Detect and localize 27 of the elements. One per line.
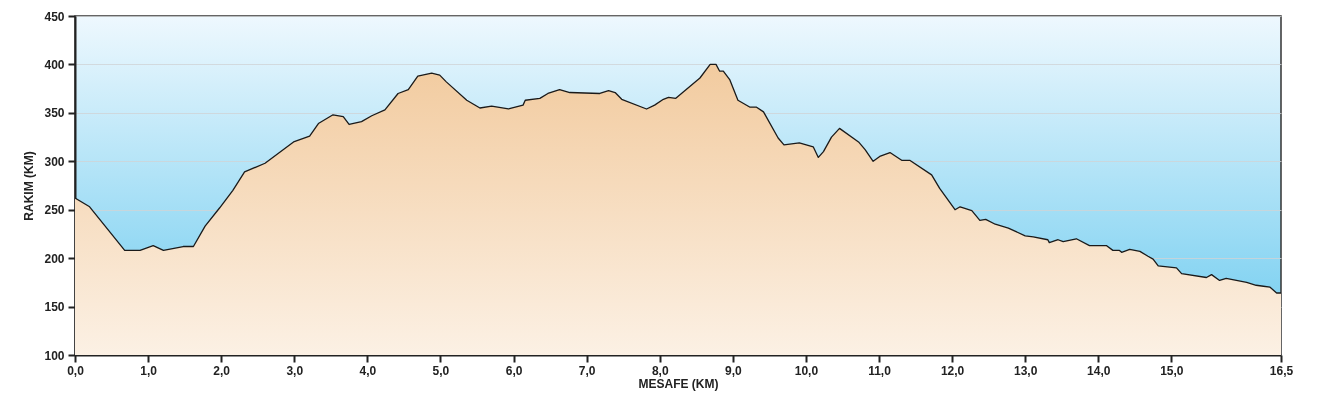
x-tick-label: 5,0 xyxy=(432,363,450,378)
x-tick-label: 6,0 xyxy=(505,363,523,378)
x-tick-label: 1,0 xyxy=(140,363,158,378)
x-tick-label: 15,0 xyxy=(1160,363,1184,378)
y-axis-title: RAKIM (KM) xyxy=(22,151,37,221)
x-tick-label: 7,0 xyxy=(578,363,596,378)
x-tick-label: 0,0 xyxy=(67,363,85,378)
x-tick-label: 10,0 xyxy=(794,363,819,378)
x-tick-label: 8,0 xyxy=(651,363,669,378)
x-tick-label: 16,5 xyxy=(1269,363,1294,378)
x-tick-label: 11,0 xyxy=(868,363,892,378)
x-tick-label: 14,0 xyxy=(1087,363,1111,378)
x-tick-label: 12,0 xyxy=(940,363,965,378)
y-tick-label: 300 xyxy=(44,154,65,169)
y-tick-label: 200 xyxy=(44,251,65,266)
y-tick-label: 350 xyxy=(44,106,65,121)
y-tick-label: 400 xyxy=(44,57,65,72)
y-tick-label: 250 xyxy=(44,203,65,218)
x-tick-label: 13,0 xyxy=(1014,363,1038,378)
y-tick-label: 450 xyxy=(44,9,65,24)
x-tick-label: 9,0 xyxy=(724,363,742,378)
x-tick-label: 3,0 xyxy=(286,363,304,378)
y-tick-label: 150 xyxy=(44,300,65,315)
x-tick-label: 2,0 xyxy=(213,363,231,378)
y-tick-label: 100 xyxy=(44,348,65,363)
x-tick-label: 4,0 xyxy=(359,363,377,378)
x-axis-title: MESAFE (KM) xyxy=(638,376,719,391)
